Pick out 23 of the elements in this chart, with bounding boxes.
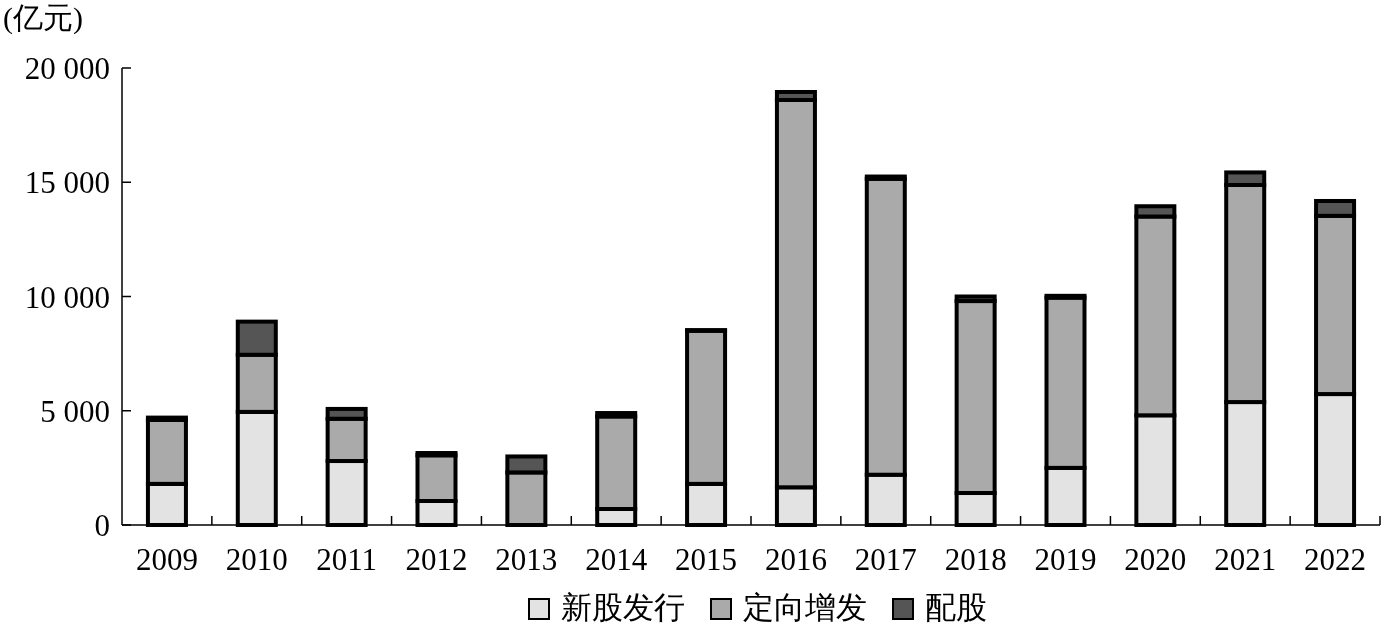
x-tick-label: 2015: [675, 542, 738, 577]
y-axis-title: (亿元): [3, 1, 83, 35]
y-tick-label: 0: [94, 508, 110, 543]
legend-label: 定向增发: [743, 590, 867, 625]
y-tick-label: 5 000: [40, 393, 110, 429]
x-tick-label: 2021: [1214, 542, 1277, 577]
legend-label: 配股: [925, 590, 987, 625]
x-tick-label: 2017: [854, 542, 917, 577]
y-tick-label: 20 000: [24, 51, 110, 86]
x-tick-label: 2022: [1304, 542, 1367, 577]
x-tick-label: 2009: [135, 542, 198, 577]
legend-label: 新股发行: [561, 590, 685, 625]
x-tick-label: 2019: [1034, 542, 1097, 577]
y-tick-label: 10 000: [24, 279, 110, 315]
x-tick-label: 2020: [1124, 542, 1187, 577]
x-tick-label: 2013: [495, 542, 558, 577]
x-tick-label: 2018: [944, 542, 1007, 577]
x-tick-label: 2014: [585, 542, 648, 577]
x-tick-label: 2012: [405, 542, 468, 577]
x-tick-label: 2011: [316, 542, 378, 577]
x-tick-label: 2016: [764, 542, 827, 577]
x-tick-label: 2010: [225, 542, 288, 577]
y-tick-label: 15 000: [24, 165, 110, 201]
